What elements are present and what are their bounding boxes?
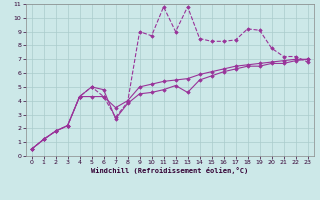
X-axis label: Windchill (Refroidissement éolien,°C): Windchill (Refroidissement éolien,°C) bbox=[91, 167, 248, 174]
